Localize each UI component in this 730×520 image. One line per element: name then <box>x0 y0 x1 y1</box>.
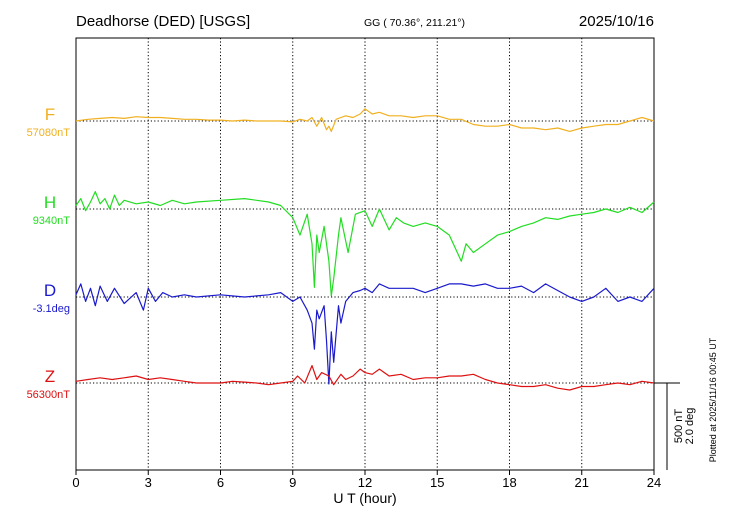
series-baseline-F: 57080nT <box>27 127 71 139</box>
x-axis-ticks: 0 3 6 9 12 15 18 21 24 <box>72 470 661 490</box>
series-baseline-D: -3.1deg <box>33 303 70 315</box>
x-tick-label-18: 18 <box>502 475 516 490</box>
vertical-grid <box>147 38 583 470</box>
x-tick-label-24: 24 <box>647 475 661 490</box>
baselines <box>76 120 654 384</box>
series-name-Z: Z <box>45 367 55 386</box>
series-name-D: D <box>44 281 56 300</box>
scale-bar: 500 nT 2.0 deg <box>654 382 696 470</box>
scale-nt-label: 500 nT <box>673 409 685 444</box>
plot-date: 2025/10/16 <box>579 13 654 30</box>
series-lines <box>75 108 655 391</box>
series-line-Z <box>75 365 655 391</box>
series-name-H: H <box>44 193 56 212</box>
series-line-H <box>75 191 655 297</box>
scale-deg-label: 2.0 deg <box>684 408 696 445</box>
x-tick-label-9: 9 <box>289 475 296 490</box>
series-baseline-H: 9340nT <box>33 215 71 227</box>
x-axis-label: U T (hour) <box>333 490 396 506</box>
x-tick-label-15: 15 <box>430 475 444 490</box>
geo-coordinates: GG ( 70.36°, 211.21°) <box>364 17 465 29</box>
x-tick-label-6: 6 <box>217 475 224 490</box>
series-name-F: F <box>45 105 55 124</box>
plotted-at-note: Plotted at 2025/11/16 00:45 UT <box>708 337 718 462</box>
series-line-D <box>75 283 655 385</box>
x-tick-label-0: 0 <box>72 475 79 490</box>
series-baseline-Z: 56300nT <box>27 389 71 401</box>
x-tick-label-21: 21 <box>575 475 589 490</box>
x-tick-label-12: 12 <box>358 475 372 490</box>
component-labels: F 57080nT H 9340nT D -3.1deg Z 56300nT <box>27 105 71 401</box>
station-title: Deadhorse (DED) [USGS] <box>76 13 250 30</box>
series-line-F <box>75 108 655 132</box>
x-tick-label-3: 3 <box>145 475 152 490</box>
